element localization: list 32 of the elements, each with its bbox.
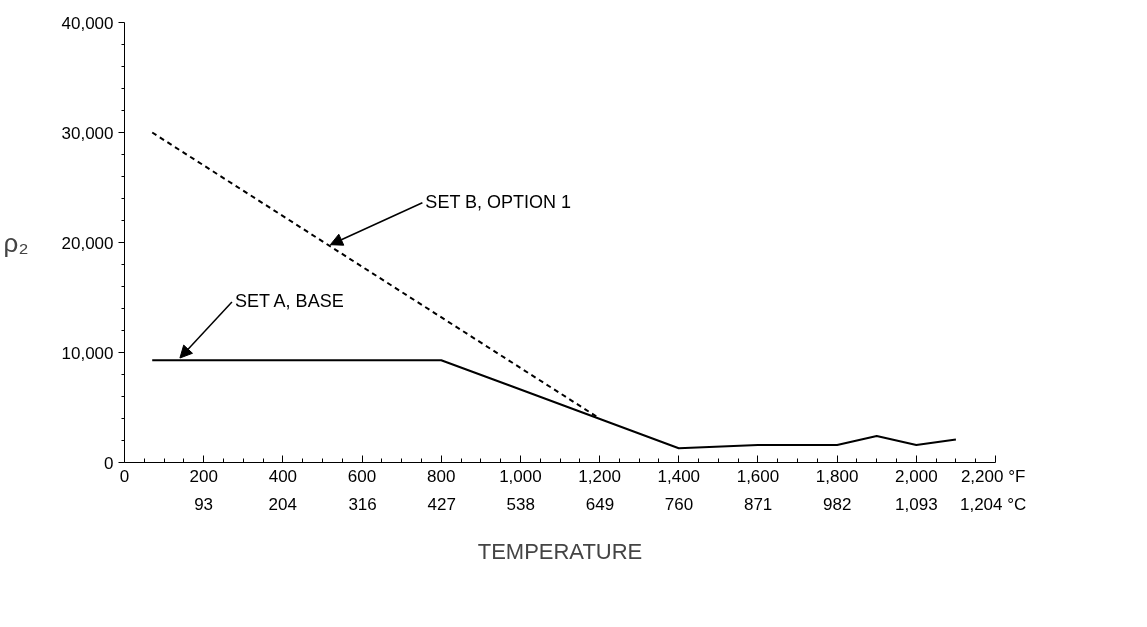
x-tick-label: 1,000 (499, 466, 542, 486)
x-tick-label: 1,400 (657, 466, 701, 486)
x2-tick-label: 649 (585, 494, 615, 514)
y-tick-label: 10,000 (61, 343, 114, 363)
y-tick-label: 0 (104, 453, 114, 473)
y-tick-label: 30,000 (61, 123, 114, 143)
x-tick-label: 800 (427, 466, 456, 486)
x2-tick-label: 538 (506, 494, 535, 514)
x2-tick-label: 316 (348, 494, 377, 514)
x2-tick-label: 982 (823, 494, 852, 514)
x-tick-label: 200 (189, 466, 218, 486)
y-tick-label: 40,000 (61, 13, 114, 33)
x-axis-title: TEMPERATURE (477, 538, 643, 564)
x2-tick-label: 427 (427, 494, 456, 514)
x-tick-label: 2,000 (895, 466, 938, 486)
x2-tick-label: 760 (664, 494, 694, 514)
x-tick-label: 1,600 (736, 466, 780, 486)
x2-tick-label: 93 (194, 494, 214, 514)
x-tick-label: 2,200 °F (960, 466, 1026, 486)
annotation: SET A, BASE (234, 291, 344, 311)
x2-tick-label: 1,204 °C (959, 494, 1027, 514)
x-tick-label: 0 (119, 466, 130, 486)
x2-tick-label: 204 (268, 494, 297, 514)
x2-tick-label: 871 (743, 494, 773, 514)
x-tick-label: 1,200 (578, 466, 621, 486)
y-axis-title: ρ₂ (3, 227, 29, 258)
annotation: SET B, OPTION 1 (425, 191, 572, 212)
x-tick-label: 600 (347, 466, 377, 486)
x-tick-label: 1,800 (815, 466, 859, 486)
y-tick-label: 20,000 (61, 233, 114, 253)
x-tick-label: 400 (268, 466, 298, 486)
x2-tick-label: 1,093 (895, 494, 938, 514)
